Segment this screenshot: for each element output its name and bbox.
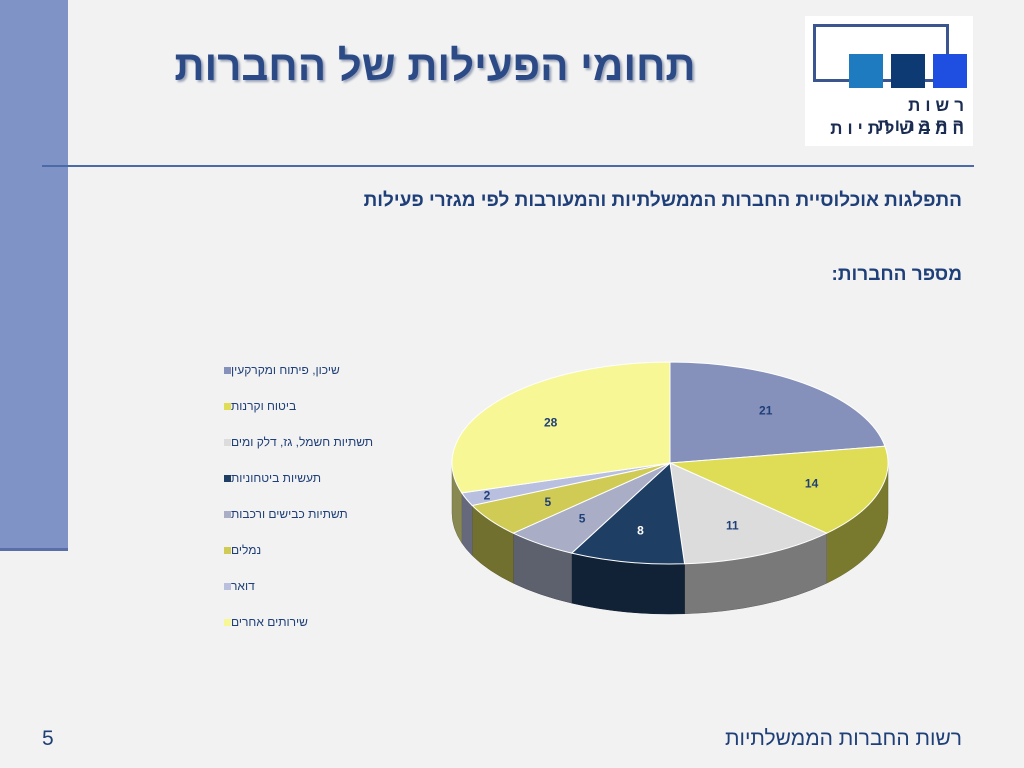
legend-label: תשתיות כבישים ורכבות xyxy=(231,507,348,521)
logo-text-line1: רשות החברות xyxy=(877,96,969,135)
pie-data-label: 8 xyxy=(637,523,644,537)
title-divider xyxy=(42,165,974,167)
pie-data-label: 21 xyxy=(759,404,773,418)
pie-sides xyxy=(451,462,889,615)
legend-swatch xyxy=(224,474,231,482)
logo-square-light xyxy=(849,54,883,88)
page-number: 5 xyxy=(42,727,54,750)
pie-data-label: 28 xyxy=(544,415,558,429)
legend-item: שיכון, פיתוח ומקרקעין xyxy=(218,352,408,388)
legend-label: דואר xyxy=(231,579,255,593)
legend-item: ביטוח וקרנות xyxy=(218,388,408,424)
chart-legend: שיכון, פיתוח ומקרקעין ביטוח וקרנות תשתיות … xyxy=(218,352,408,640)
slide-title: תחומי הפעילות של החברות xyxy=(174,42,696,89)
legend-swatch xyxy=(224,582,231,590)
pie-tops xyxy=(451,361,889,565)
legend-swatch xyxy=(224,438,231,446)
legend-label: תעשיות ביטחוניות xyxy=(231,471,321,485)
legend-swatch xyxy=(224,366,231,374)
pie-slice xyxy=(669,361,886,464)
pie-labels: 21 14 11 8 5 5 2 28 xyxy=(484,404,819,538)
logo-text-line2: הממשלתיות xyxy=(830,119,969,138)
pie-data-label: 11 xyxy=(726,518,739,532)
legend-label: שיכון, פיתוח ומקרקעין xyxy=(231,363,340,377)
pie-data-label: 5 xyxy=(544,495,551,509)
legend-label: שירותים אחרים xyxy=(231,615,308,629)
logo-square-dark xyxy=(891,54,925,88)
legend-item: נמלים xyxy=(218,532,408,568)
pie-slice xyxy=(570,461,686,565)
legend-swatch xyxy=(224,546,231,554)
legend-label: ביטוח וקרנות xyxy=(231,399,297,413)
legend-label: נמלים xyxy=(231,543,262,557)
pie-slice xyxy=(669,462,828,565)
left-accent-bar xyxy=(0,0,68,551)
legend-label: תשתיות חשמל, גז, דלק ומים xyxy=(231,435,374,449)
legend-item: תעשיות ביטחוניות xyxy=(218,460,408,496)
legend-item: דואר xyxy=(218,568,408,604)
logo-square-bright xyxy=(933,54,967,88)
legend-swatch xyxy=(224,402,231,410)
legend-swatch xyxy=(224,618,231,626)
logo: רשות החברות הממשלתיות xyxy=(805,16,973,146)
pie-data-label: 5 xyxy=(579,511,586,525)
chart-caption: מספר החברות: xyxy=(831,264,962,285)
pie-slice xyxy=(669,445,889,534)
legend-item: תשתיות כבישים ורכבות xyxy=(218,496,408,532)
pie-data-label: 14 xyxy=(805,476,819,490)
legend-swatch xyxy=(224,510,231,518)
pie-slice xyxy=(451,361,671,494)
legend-item: שירותים אחרים xyxy=(218,604,408,640)
pie-data-label: 2 xyxy=(484,489,491,503)
legend-item: תשתיות חשמל, גז, דלק ומים xyxy=(218,424,408,460)
footer-text: רשות החברות הממשלתיות xyxy=(725,727,962,750)
chart-subtitle: התפלגות אוכלוסיית החברות הממשלתיות והמעו… xyxy=(363,190,962,211)
